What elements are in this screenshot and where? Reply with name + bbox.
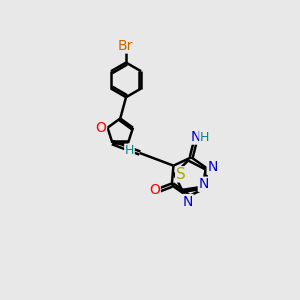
Text: S: S	[176, 167, 185, 182]
Text: N: N	[183, 195, 193, 208]
Text: N: N	[207, 160, 218, 175]
Text: O: O	[96, 121, 106, 135]
Text: N: N	[198, 177, 209, 191]
Text: Br: Br	[117, 39, 133, 53]
Text: N: N	[191, 130, 201, 144]
Text: H: H	[125, 144, 134, 157]
Text: H: H	[200, 130, 209, 143]
Text: O: O	[149, 183, 160, 197]
